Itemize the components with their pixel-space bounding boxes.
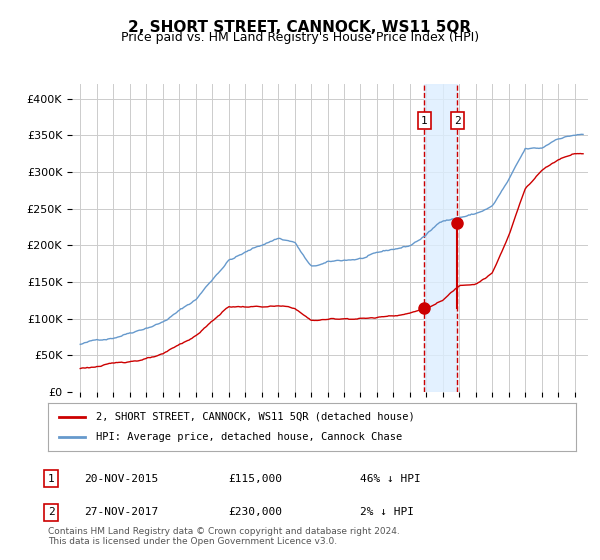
Text: 20-NOV-2015: 20-NOV-2015 xyxy=(84,474,158,484)
Text: 2, SHORT STREET, CANNOCK, WS11 5QR: 2, SHORT STREET, CANNOCK, WS11 5QR xyxy=(128,20,472,35)
Text: 27-NOV-2017: 27-NOV-2017 xyxy=(84,507,158,517)
Text: 1: 1 xyxy=(47,474,55,484)
Text: £230,000: £230,000 xyxy=(228,507,282,517)
Text: £115,000: £115,000 xyxy=(228,474,282,484)
Text: HPI: Average price, detached house, Cannock Chase: HPI: Average price, detached house, Cann… xyxy=(95,432,402,442)
Text: 46% ↓ HPI: 46% ↓ HPI xyxy=(360,474,421,484)
Text: Contains HM Land Registry data © Crown copyright and database right 2024.
This d: Contains HM Land Registry data © Crown c… xyxy=(48,526,400,546)
Text: 1: 1 xyxy=(421,116,428,125)
Text: 2: 2 xyxy=(454,116,461,125)
Bar xyxy=(424,84,457,392)
Text: 2, SHORT STREET, CANNOCK, WS11 5QR (detached house): 2, SHORT STREET, CANNOCK, WS11 5QR (deta… xyxy=(95,412,414,422)
Text: 2% ↓ HPI: 2% ↓ HPI xyxy=(360,507,414,517)
Text: 2: 2 xyxy=(47,507,55,517)
Text: Price paid vs. HM Land Registry's House Price Index (HPI): Price paid vs. HM Land Registry's House … xyxy=(121,31,479,44)
